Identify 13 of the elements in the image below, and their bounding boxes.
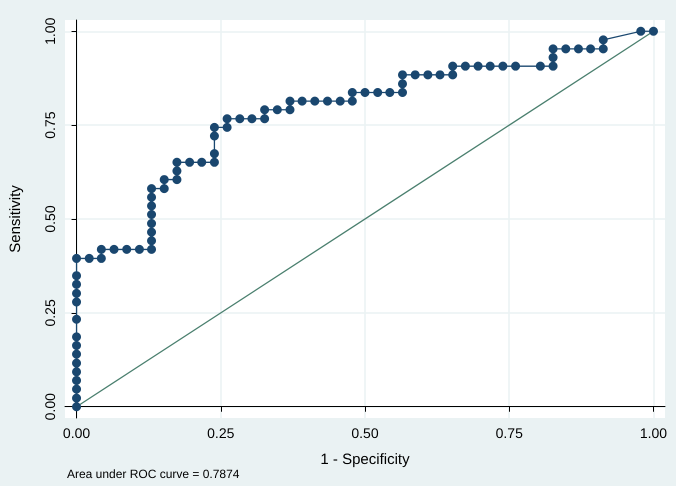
y-tick-label: 1.00 [42, 17, 58, 45]
x-tick-label: 1.00 [640, 425, 668, 441]
x-tick-label: 0.50 [351, 425, 379, 441]
y-tick-label: 0.50 [42, 205, 58, 233]
text: Area under ROC curve = 0.7874 [67, 467, 240, 481]
x-tick-label: 0.25 [207, 425, 235, 441]
x-tick-label: 0.75 [496, 425, 524, 441]
y-tick-label: 0.75 [42, 111, 58, 139]
x-axis-title: 1 - Specificity [320, 451, 410, 468]
x-tick-label: 0.00 [62, 425, 90, 441]
y-axis-title: Sensitivity [7, 184, 24, 253]
y-tick-label: 0.00 [42, 392, 58, 420]
y-tick-label: 0.25 [42, 299, 58, 326]
